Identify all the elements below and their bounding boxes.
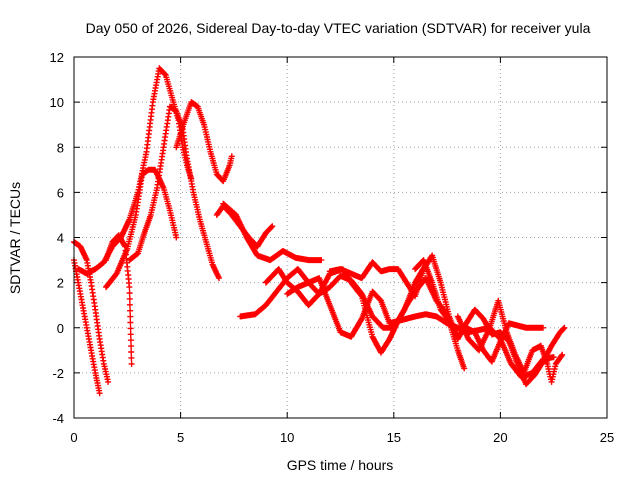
tick-layer: 0 5 10 15 20 25 -4 -2 0 2 4 6 8 10 12 <box>50 50 615 445</box>
series-track-6 <box>126 103 222 282</box>
x-tick-label: 5 <box>177 430 184 445</box>
y-tick-label: 8 <box>57 140 64 155</box>
series-points-path <box>454 297 566 385</box>
series-track-5 <box>103 166 180 291</box>
x-tick-label: 25 <box>600 430 614 445</box>
y-tick-label: 12 <box>50 50 64 65</box>
y-tick-label: 2 <box>57 276 64 291</box>
series-points-path <box>126 103 222 282</box>
plot-frame <box>73 56 608 419</box>
y-tick-label: -2 <box>52 366 64 381</box>
x-tick-label: 15 <box>387 430 401 445</box>
chart-title: Day 050 of 2026, Sidereal Day-to-day VTE… <box>86 20 591 36</box>
y-tick-label: 4 <box>57 231 64 246</box>
y-axis-title: SDTVAR / TECUs <box>7 182 23 294</box>
series-track-9 <box>220 200 325 264</box>
y-tick-label: 6 <box>57 185 64 200</box>
x-tick-label: 10 <box>280 430 294 445</box>
y-tick-label: -4 <box>52 411 64 426</box>
series-points-path <box>173 99 235 185</box>
series-track-7 <box>173 99 235 185</box>
y-tick-label: 0 <box>57 321 64 336</box>
x-tick-label: 20 <box>493 430 507 445</box>
series-track-14 <box>412 257 546 365</box>
data-layer <box>71 65 568 397</box>
x-axis-title: GPS time / hours <box>287 457 394 473</box>
y-tick-label: 10 <box>50 95 64 110</box>
x-tick-label: 0 <box>70 430 77 445</box>
series-track-15 <box>454 297 566 385</box>
series-points-path <box>412 257 546 365</box>
series-points-path <box>220 200 325 264</box>
series-points-path <box>103 166 180 291</box>
